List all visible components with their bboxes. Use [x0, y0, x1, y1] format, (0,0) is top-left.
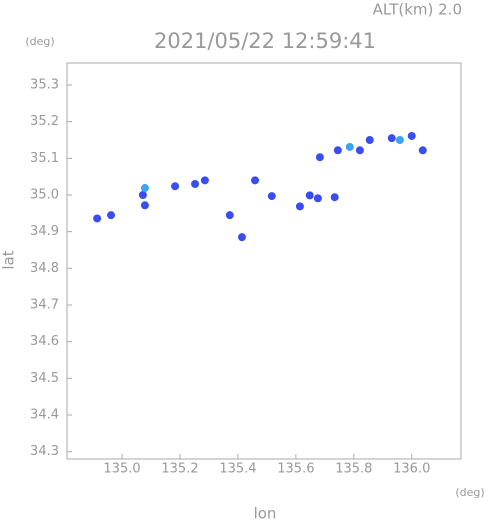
echo-point [345, 142, 354, 151]
echo-point [355, 146, 364, 155]
x-tick-label: 135.2 [161, 462, 198, 477]
echo-point [330, 193, 339, 202]
echo-point [138, 191, 147, 199]
y-tick-label: 35.2 [30, 114, 59, 129]
x-tick-label: 136.0 [393, 462, 430, 477]
echo-point [171, 182, 180, 191]
chart-title: 2021/05/22 12:59:41 [154, 29, 376, 53]
y-tick-label: 34.8 [30, 261, 59, 276]
echo-point [333, 146, 342, 155]
y-tick-label: 35.1 [30, 151, 59, 166]
x-tick-label: 135.8 [335, 462, 372, 477]
echo-point [267, 192, 276, 201]
y-tick-label: 34.7 [30, 298, 59, 313]
echo-point [395, 136, 404, 144]
echo-point [191, 180, 200, 188]
x-unit: (deg) [455, 486, 484, 499]
echo-point [93, 214, 102, 223]
x-tick-label: 135.0 [103, 462, 140, 477]
x-tick-label: 135.6 [277, 462, 314, 477]
y-tick-label: 34.3 [30, 444, 59, 459]
echo-point [200, 176, 209, 185]
echo-point [418, 146, 427, 155]
echo-point [295, 202, 304, 211]
echo-point [315, 153, 324, 162]
chart-subtitle: ALT(km) 2.0 [373, 1, 462, 19]
echo-point [313, 194, 322, 203]
x-tick-label: 135.4 [219, 462, 256, 477]
y-tick-label: 35.0 [30, 188, 59, 203]
y-axis-label: lat [0, 250, 18, 269]
y-tick-label: 35.3 [30, 78, 59, 93]
echo-point [225, 211, 234, 220]
plot-frame [66, 62, 462, 460]
echo-point [107, 211, 116, 220]
y-tick-label: 34.5 [30, 371, 59, 386]
echo-point [237, 233, 246, 242]
x-axis-label: lon [254, 505, 277, 521]
echo-point [140, 201, 149, 210]
echo-point [305, 191, 314, 200]
y-unit: (deg) [25, 35, 54, 48]
y-tick-label: 34.9 [30, 224, 59, 239]
echo-point [387, 134, 396, 143]
echo-point [407, 131, 416, 140]
echo-point [140, 184, 149, 193]
y-tick-label: 34.6 [30, 334, 59, 349]
echo-point [365, 136, 374, 144]
y-tick-label: 34.4 [30, 408, 59, 423]
echo-point [251, 176, 260, 185]
